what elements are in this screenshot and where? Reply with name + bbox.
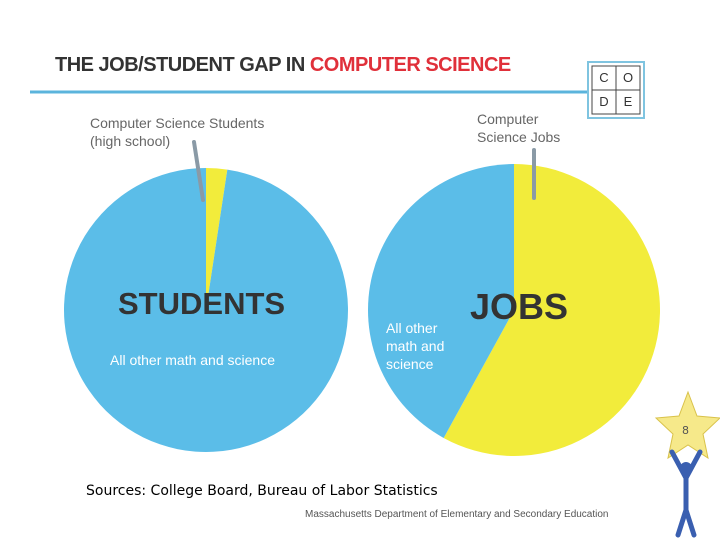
title-part: COMPUTER SCIENCE [309, 54, 511, 76]
pointer [192, 140, 205, 202]
pie-title: JOBS [470, 286, 569, 327]
pie-slice [206, 168, 228, 310]
slice-label: All other math and science [386, 320, 445, 372]
footer: Massachusetts Department of Elementary a… [305, 509, 609, 520]
logo-letter: D [599, 94, 609, 109]
title-part: THE JOB/STUDENT GAP IN [55, 54, 310, 76]
sources: Sources: College Board, Bureau of Labor … [86, 483, 438, 499]
pie-slice [63, 168, 348, 452]
logo-letter: O [622, 70, 634, 85]
logo: C O D E [592, 66, 640, 114]
pies [63, 164, 661, 457]
page-number: 8 [682, 424, 689, 437]
person-body [669, 449, 703, 538]
pie-slice [368, 164, 514, 438]
pie-title: STUDENTS [118, 286, 286, 321]
logo-letter: C [599, 70, 609, 85]
slice-label: Computer Science Students (high school) [90, 115, 265, 149]
slice-label: Computer Science Jobs [477, 111, 561, 145]
slice-label: All other math and science [110, 352, 275, 368]
pie-slice [443, 164, 661, 457]
slide-title: THE JOB/STUDENT GAP IN COMPUTER SCIENCE [55, 54, 511, 77]
logo-letter: E [623, 94, 633, 109]
star [654, 390, 720, 460]
